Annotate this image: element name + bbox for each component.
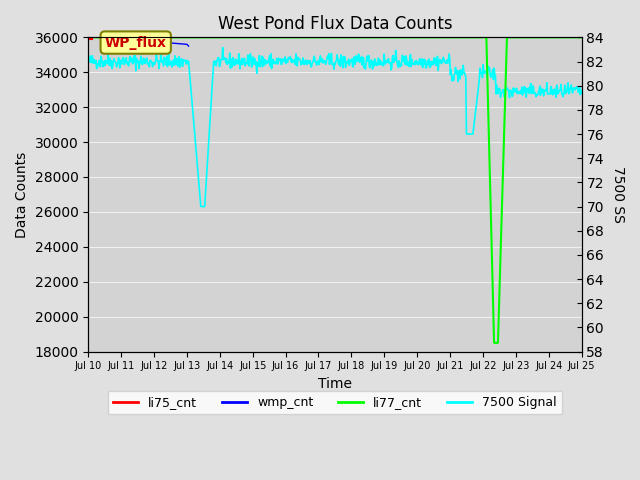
X-axis label: Time: Time bbox=[318, 377, 352, 391]
Text: WP_flux: WP_flux bbox=[105, 36, 167, 49]
Title: West Pond Flux Data Counts: West Pond Flux Data Counts bbox=[218, 15, 452, 33]
Legend: li75_cnt, wmp_cnt, li77_cnt, 7500 Signal: li75_cnt, wmp_cnt, li77_cnt, 7500 Signal bbox=[108, 391, 562, 414]
Y-axis label: Data Counts: Data Counts bbox=[15, 151, 29, 238]
Y-axis label: 7500 SS: 7500 SS bbox=[611, 166, 625, 223]
